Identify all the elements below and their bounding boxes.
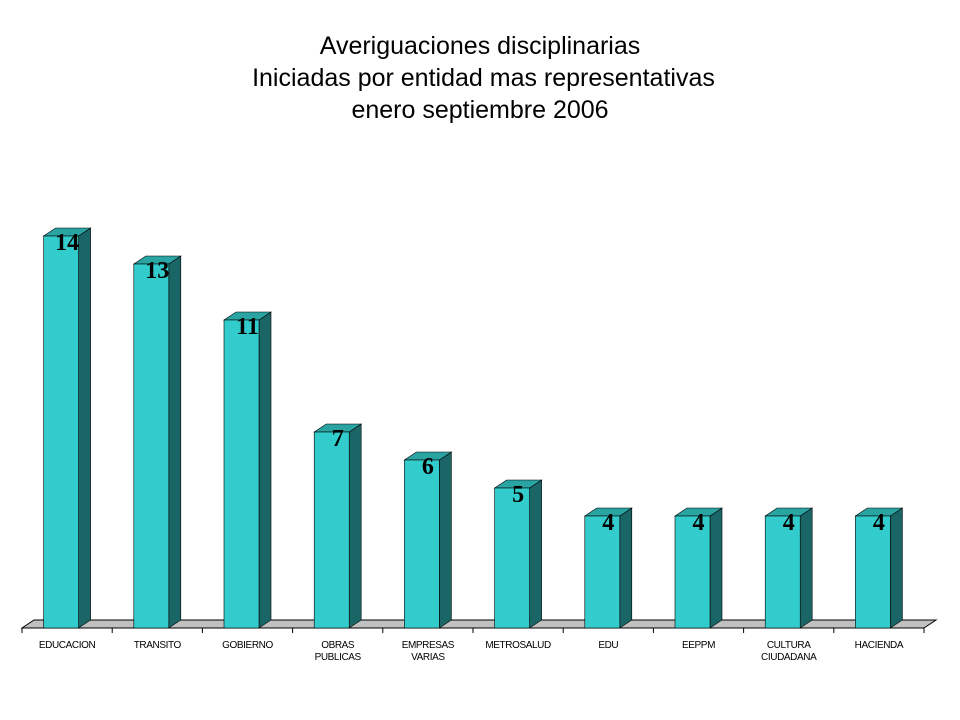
data-label: 13 (145, 258, 169, 284)
bar-side (709, 507, 723, 629)
data-label: 14 (55, 230, 79, 256)
data-label: 6 (422, 454, 434, 480)
x-tick-label: TRANSITO (134, 640, 182, 651)
chart-title-line-3: enero septiembre 2006 (351, 96, 609, 124)
bar (855, 515, 891, 629)
data-label: 5 (512, 482, 524, 508)
x-tick-label: CIUDADANA (761, 652, 817, 663)
data-label: 11 (236, 314, 259, 340)
bar-side (619, 507, 633, 629)
bar (133, 263, 170, 629)
x-tick-label: GOBIERNO (222, 640, 273, 651)
bar (313, 431, 350, 629)
bar (584, 515, 621, 629)
bar (404, 459, 440, 629)
bar (223, 319, 260, 629)
x-tick-label: VARIAS (411, 652, 445, 663)
x-tick-label: OBRAS (321, 640, 355, 651)
bar (764, 515, 801, 629)
x-tick-label: HACIENDA (855, 640, 904, 651)
bar (494, 487, 530, 629)
x-tick-label: EEPPM (682, 640, 715, 651)
bar-side (78, 227, 91, 629)
data-label: 7 (332, 426, 344, 452)
data-label: 4 (873, 510, 885, 536)
x-tick-label: EMPRESAS (402, 640, 455, 651)
x-tick-label: EDU (598, 640, 618, 651)
x-tick-label: CULTURA (767, 640, 811, 651)
x-tick-label: EDUCACION (39, 640, 96, 651)
bar (674, 515, 711, 629)
data-label: 4 (602, 510, 614, 536)
bar-side (529, 479, 542, 629)
x-tick-label: PUBLICAS (315, 652, 362, 663)
bar-side (799, 507, 813, 629)
chart-title-line-2: Iniciadas por entidad mas representativa… (245, 64, 715, 92)
bar-side (890, 507, 903, 629)
bar-side (258, 311, 272, 629)
chart-title: Averiguaciones disciplinarias Iniciadas … (0, 30, 960, 126)
data-label: 4 (693, 510, 705, 536)
bar (43, 235, 79, 629)
bar-side (439, 451, 452, 629)
data-label: 4 (783, 510, 795, 536)
x-tick-label: METROSALUD (485, 640, 551, 651)
bar-side (168, 255, 182, 629)
chart-title-line-1: Averiguaciones disciplinarias (319, 32, 641, 60)
bar-side (348, 423, 362, 629)
